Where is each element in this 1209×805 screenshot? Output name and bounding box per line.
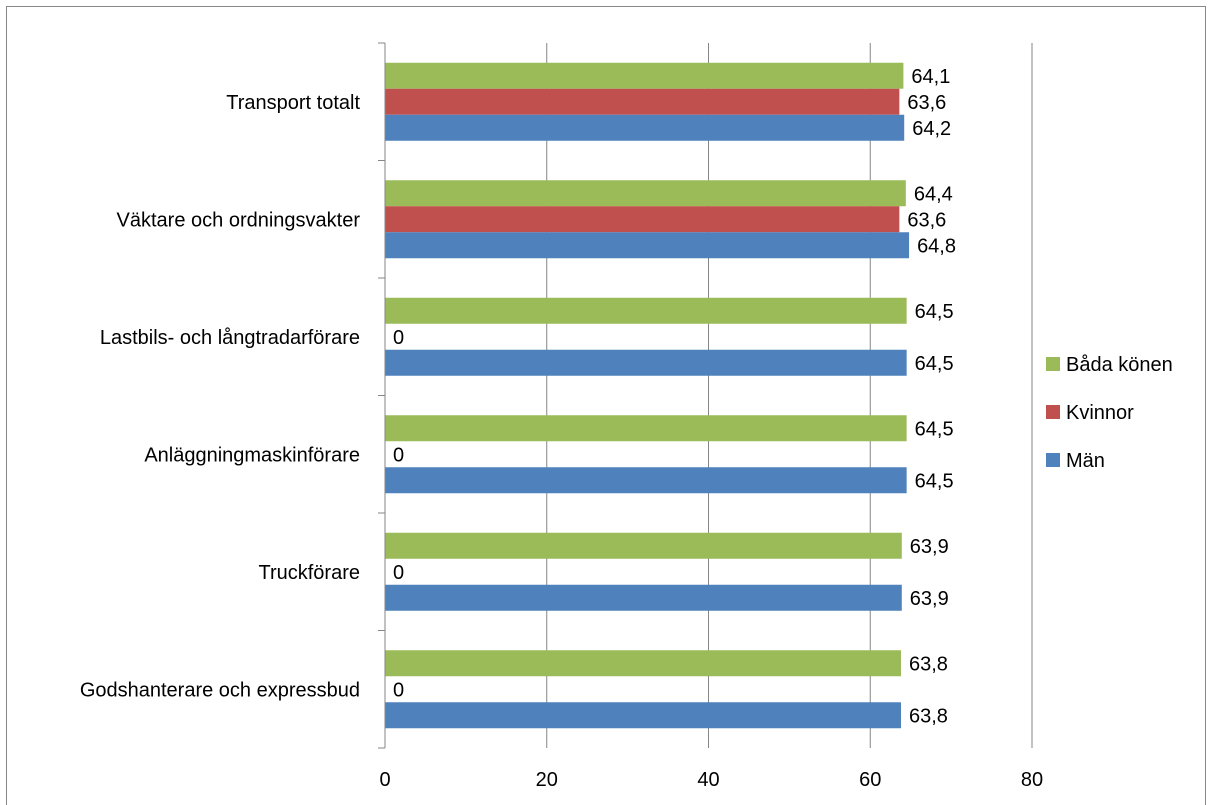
bar: [385, 297, 907, 324]
x-tick-label: 80: [1021, 769, 1043, 791]
bar: [385, 532, 902, 559]
data-label: 63,6: [907, 209, 946, 231]
category-label: Anläggningmaskinförare: [144, 444, 360, 466]
x-tick-label: 0: [379, 769, 390, 791]
data-label: 63,6: [907, 92, 946, 114]
data-label: 64,8: [917, 235, 956, 257]
legend-swatch: [1046, 405, 1060, 419]
labels: 0 20 40 60 80 64,1 63,6 64,2 Transport totalt 64,…: [80, 66, 1043, 791]
data-label: 0: [393, 327, 404, 349]
data-label: 64,1: [911, 66, 950, 88]
bar: [385, 415, 907, 442]
bar: [385, 467, 907, 494]
data-label: 0: [393, 562, 404, 584]
bar: [385, 88, 900, 115]
x-tick-label: 60: [859, 769, 881, 791]
category-label: Godshanterare och expressbud: [80, 679, 360, 701]
legend-swatch: [1046, 357, 1060, 371]
bar: [385, 584, 902, 611]
legend-label: Män: [1066, 450, 1105, 472]
data-label: 63,9: [910, 588, 949, 610]
legend-label: Kvinnor: [1066, 402, 1134, 424]
bar: [385, 650, 901, 677]
bar: [385, 206, 900, 233]
data-label: 64,5: [915, 301, 954, 323]
category-label: Transport totalt: [226, 92, 360, 114]
data-label: 64,4: [914, 183, 953, 205]
bar: [385, 114, 905, 141]
bars: [385, 62, 910, 729]
category-label: Truckförare: [258, 562, 360, 584]
x-tick-label: 20: [536, 769, 558, 791]
gridlines: [546, 43, 1033, 748]
axes: [378, 42, 386, 749]
data-label: 0: [393, 679, 404, 701]
legend-label: Båda könen: [1066, 354, 1173, 376]
data-label: 64,5: [915, 353, 954, 375]
data-label: 63,8: [909, 705, 948, 727]
data-label: 63,8: [909, 653, 948, 675]
category-label: Lastbils- och långtradarförare: [100, 327, 360, 349]
legend: Båda könen Kvinnor Män: [1046, 354, 1173, 472]
category-label: Väktare och ordningsvakter: [117, 209, 361, 231]
legend-swatch: [1046, 453, 1060, 467]
bar: [385, 702, 901, 729]
bar: [385, 349, 907, 376]
data-label: 64,2: [912, 118, 951, 140]
bar: [385, 232, 910, 259]
data-label: 64,5: [915, 418, 954, 440]
data-label: 0: [393, 444, 404, 466]
bar: [385, 62, 904, 89]
x-tick-label: 40: [697, 769, 719, 791]
data-label: 63,9: [910, 536, 949, 558]
bar: [385, 180, 906, 207]
data-label: 64,5: [915, 470, 954, 492]
